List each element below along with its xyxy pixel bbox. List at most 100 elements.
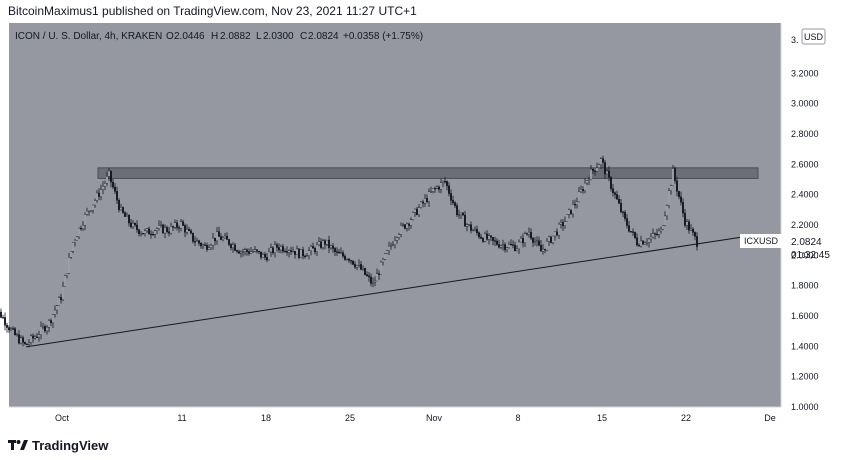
candle-body (91, 204, 94, 211)
candle-body (632, 231, 635, 233)
x-tick-label: 25 (345, 413, 355, 423)
candle-body (71, 242, 74, 252)
candle-body (452, 200, 455, 203)
candle-body (410, 219, 413, 226)
candle-body (133, 223, 136, 226)
y-tick-label: 1.0000 (791, 402, 819, 412)
candle-body (434, 188, 437, 190)
candle-body (258, 251, 261, 253)
candle-body (352, 260, 355, 265)
candle-body (446, 181, 449, 187)
candle-body (42, 326, 45, 328)
candle-body (422, 201, 425, 204)
candle-body (522, 238, 525, 243)
candle-body (484, 233, 487, 242)
candle-body (125, 215, 128, 217)
candle-body (512, 244, 515, 246)
candle-body (50, 320, 53, 323)
x-tick-label: 18 (261, 413, 271, 423)
candle-body (48, 320, 51, 328)
candle-body (548, 236, 551, 242)
candle-body (366, 274, 369, 277)
candle-body (24, 342, 27, 345)
chart-area[interactable]: ICON / U. S. Dollar, 4h, KRAKEN O 2.0446… (0, 22, 850, 430)
candle-body (362, 268, 365, 270)
candle-body (568, 209, 571, 215)
candle-body (73, 240, 76, 243)
candle-body (428, 191, 431, 203)
candle-body (404, 224, 407, 229)
tradingview-logo-icon (8, 440, 28, 450)
candle-body (334, 248, 337, 252)
ticker-tag (740, 234, 782, 248)
candle-body (588, 179, 591, 181)
candle-body (93, 200, 96, 206)
candle-body (424, 198, 427, 204)
candle-body (508, 244, 511, 248)
candle-body (652, 233, 655, 238)
candle-body (157, 225, 160, 229)
candle-body (686, 221, 689, 226)
candle-body (268, 251, 271, 261)
candle-body (506, 247, 509, 250)
candle-body (189, 230, 192, 234)
candle-body (318, 241, 321, 246)
candle-body (348, 258, 351, 261)
candle-body (388, 245, 391, 251)
currency-badge[interactable] (801, 28, 826, 45)
candle-body (272, 247, 275, 253)
candle-body (63, 275, 66, 287)
candle-body (247, 251, 250, 254)
candle-body (191, 232, 194, 242)
candle-body (20, 337, 23, 344)
candle-body (604, 162, 607, 175)
candle-body (11, 328, 14, 330)
candle-body (253, 249, 256, 252)
candle-body (502, 244, 505, 246)
candle-body (540, 244, 543, 252)
candle-body (392, 244, 395, 246)
candle-body (438, 186, 441, 190)
candle-body (282, 246, 285, 252)
candle-body (314, 248, 317, 253)
resistance-zone[interactable] (97, 167, 759, 179)
ascending-support-line[interactable] (25, 234, 759, 348)
candle-body (193, 241, 196, 243)
legend-high-value: 2.0882 (220, 31, 251, 42)
candle-body (181, 221, 184, 226)
candle-body (578, 191, 581, 203)
candle-body (668, 190, 671, 206)
candle-body (65, 273, 68, 276)
legend-symbol: ICON / U. S. Dollar, 4h, KRAKEN (15, 31, 162, 42)
candle-body (654, 233, 657, 235)
candle-body (682, 202, 685, 214)
candle-body (62, 286, 65, 301)
candle-body (141, 233, 144, 235)
candle-body (678, 191, 681, 197)
candle-body (77, 227, 80, 238)
candle-body (510, 244, 513, 246)
candle-body (514, 244, 517, 251)
candle-body (151, 233, 154, 236)
price-chart[interactable]: ICON / U. S. Dollar, 4h, KRAKEN O 2.0446… (0, 22, 850, 430)
candle-body (38, 334, 41, 338)
candle-body (296, 248, 299, 255)
candle-body (450, 193, 453, 201)
legend-open-label: O (166, 31, 174, 42)
candle-body (576, 201, 579, 205)
y-tick-label: 3.0000 (791, 99, 819, 109)
candle-body (466, 224, 469, 227)
candle-body (40, 326, 43, 335)
ticker-label: ICXUSD (744, 236, 779, 246)
candle-body (582, 189, 585, 191)
candle-body (56, 305, 59, 311)
candle-body (215, 231, 218, 242)
candle-body (219, 236, 222, 241)
x-tick-label: Nov (426, 413, 443, 423)
candle-body (264, 254, 267, 258)
candle-body (127, 215, 130, 224)
candle-body (460, 212, 463, 215)
candle-body (618, 199, 621, 204)
candle-body (614, 192, 617, 195)
candle-body (562, 222, 565, 226)
